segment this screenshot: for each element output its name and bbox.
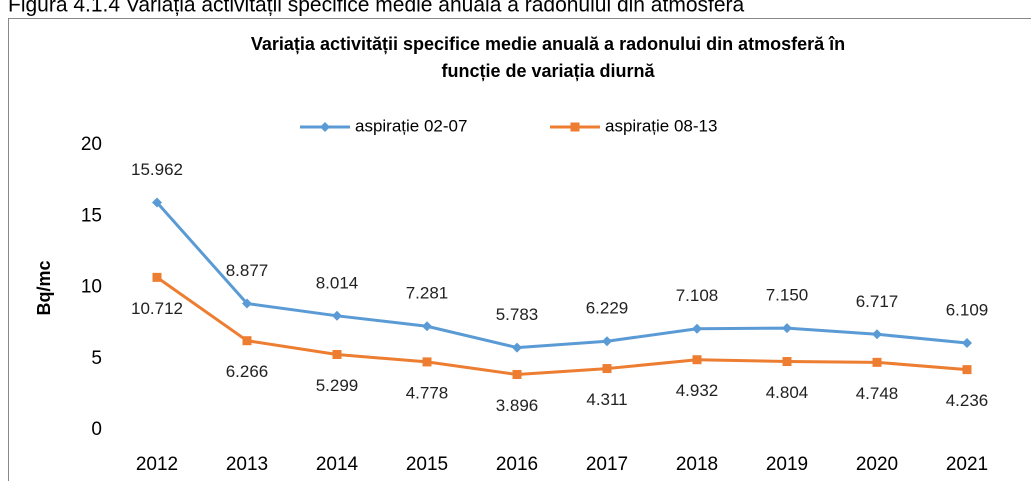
marker — [422, 357, 432, 367]
x-tick-label: 2018 — [676, 454, 718, 475]
legend-label: aspirație 08-13 — [605, 116, 717, 135]
data-label: 10.712 — [131, 299, 183, 318]
x-tick-label: 2015 — [406, 454, 448, 475]
marker — [152, 197, 162, 208]
data-label: 4.932 — [676, 381, 719, 400]
marker — [512, 342, 522, 353]
marker — [242, 336, 252, 346]
marker — [782, 357, 792, 367]
x-tick-label: 2021 — [946, 454, 988, 475]
y-tick-label: 10 — [81, 277, 102, 298]
data-label: 4.311 — [586, 390, 627, 409]
marker — [692, 323, 702, 334]
x-tick-label: 2017 — [586, 454, 628, 475]
chart-title: funcție de variația diurnă — [441, 61, 655, 81]
caption: Figura 4.1.4 Variația activității specif… — [8, 0, 745, 17]
data-label: 3.896 — [496, 396, 539, 415]
data-label: 4.748 — [856, 384, 899, 403]
marker — [602, 336, 612, 347]
data-label: 6.229 — [586, 299, 629, 318]
x-tick-label: 2012 — [136, 454, 178, 475]
y-tick-label: 20 — [81, 134, 102, 155]
data-label: 6.109 — [946, 300, 989, 319]
x-tick-label: 2013 — [226, 454, 268, 475]
x-tick-label: 2020 — [856, 454, 898, 475]
marker — [692, 355, 702, 365]
data-label: 5.783 — [496, 305, 539, 324]
marker — [872, 329, 882, 340]
marker — [962, 365, 972, 375]
y-tick-label: 0 — [91, 419, 102, 440]
marker — [332, 310, 342, 321]
chart-title: Variația activității specifice medie anu… — [251, 34, 845, 54]
data-label: 4.804 — [766, 383, 809, 402]
series-line — [155, 201, 968, 350]
marker — [320, 122, 330, 132]
data-label: 8.877 — [226, 261, 269, 280]
marker — [242, 298, 252, 309]
x-tick-label: 2019 — [766, 454, 808, 475]
chart-frame — [8, 18, 1031, 481]
data-label: 7.108 — [676, 286, 719, 305]
series-line — [156, 276, 968, 376]
marker — [872, 357, 882, 367]
data-label: 7.281 — [406, 284, 449, 303]
data-label: 7.150 — [766, 286, 809, 305]
marker — [962, 337, 972, 348]
y-tick-label: 5 — [91, 348, 102, 369]
data-label: 5.299 — [316, 376, 359, 395]
marker — [782, 323, 792, 334]
data-label: 6.717 — [856, 292, 899, 311]
marker — [422, 321, 432, 332]
data-label: 6.266 — [226, 362, 269, 381]
marker — [570, 122, 580, 132]
marker — [332, 349, 342, 359]
data-label: 4.236 — [946, 391, 989, 410]
marker — [152, 272, 162, 282]
x-tick-label: 2016 — [496, 454, 538, 475]
data-label: 4.778 — [406, 383, 449, 402]
y-axis-label: Bq/mc — [34, 260, 54, 315]
data-label: 8.014 — [316, 273, 359, 292]
marker — [602, 364, 612, 374]
x-tick-label: 2014 — [316, 454, 359, 475]
data-label: 15.962 — [131, 160, 183, 179]
marker — [512, 369, 522, 379]
y-tick-label: 15 — [81, 205, 102, 226]
legend-label: aspirație 02-07 — [355, 116, 467, 135]
